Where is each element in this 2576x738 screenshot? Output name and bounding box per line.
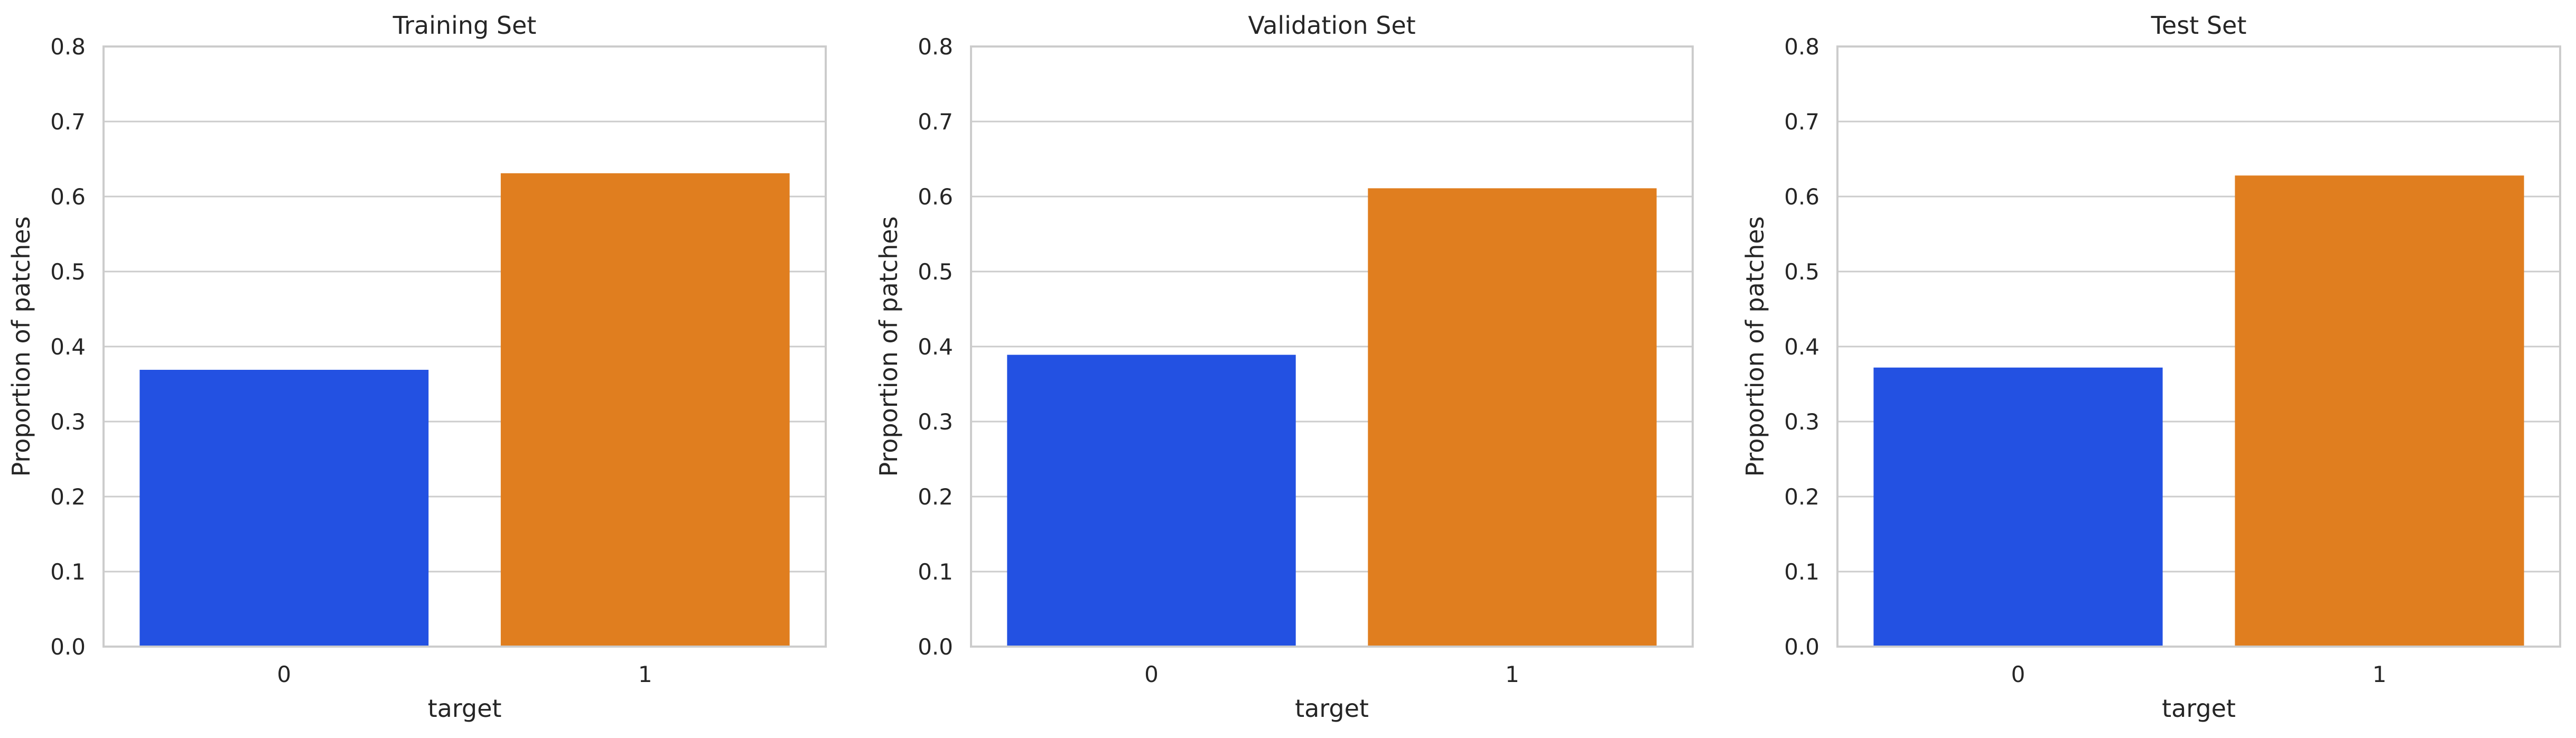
y-tick-label: 0.2 bbox=[50, 484, 86, 510]
y-tick-label: 0.1 bbox=[1784, 559, 1819, 585]
y-axis-label: Proportion of patches bbox=[7, 216, 35, 477]
axes-frame bbox=[102, 45, 827, 648]
y-axis-label: Proportion of patches bbox=[1741, 216, 1769, 477]
axes-frame bbox=[970, 45, 1694, 648]
y-tick-label: 0.8 bbox=[918, 34, 953, 60]
bar-1 bbox=[1368, 188, 1657, 647]
chart-title: Validation Set bbox=[1248, 11, 1415, 40]
y-tick-label: 0.2 bbox=[1784, 484, 1819, 510]
y-tick-label: 0.4 bbox=[918, 334, 953, 360]
x-tick-label: 1 bbox=[1505, 661, 1519, 687]
y-tick-label: 0.0 bbox=[50, 634, 86, 660]
bar-0 bbox=[1007, 354, 1296, 647]
chart-panel-1: 0.0 0.1 0.2 0.3 0.4 0.5 0.6 0.7 0.8 0 1 Validation … bbox=[874, 11, 1694, 723]
y-tick-label: 0.6 bbox=[50, 184, 86, 210]
y-tick-label: 0.7 bbox=[50, 109, 86, 135]
y-tick-label: 0.3 bbox=[50, 409, 86, 435]
y-tick-label: 0.6 bbox=[1784, 184, 1819, 210]
y-axis-label: Proportion of patches bbox=[874, 216, 903, 477]
y-tick-label: 0.7 bbox=[1784, 109, 1819, 135]
y-tick-label: 0.1 bbox=[50, 559, 86, 585]
bar-1 bbox=[500, 173, 790, 647]
y-tick-label: 0.5 bbox=[50, 259, 86, 285]
x-tick-label: 0 bbox=[2011, 661, 2026, 687]
bar-0 bbox=[139, 370, 429, 647]
y-tick-label: 0.6 bbox=[918, 184, 953, 210]
y-tick-label: 0.4 bbox=[1784, 334, 1819, 360]
x-axis-label: target bbox=[428, 694, 502, 723]
y-tick-label: 0.4 bbox=[50, 334, 86, 360]
axes-frame bbox=[1836, 45, 2561, 648]
x-tick-label: 0 bbox=[277, 661, 291, 687]
y-tick-label: 0.3 bbox=[918, 409, 953, 435]
x-tick-label: 1 bbox=[638, 661, 652, 687]
y-tick-label: 0.5 bbox=[918, 259, 953, 285]
bar-1 bbox=[2235, 175, 2524, 647]
y-tick-label: 0.0 bbox=[1784, 634, 1819, 660]
y-tick-label: 0.7 bbox=[918, 109, 953, 135]
bar-0 bbox=[1873, 367, 2163, 647]
y-tick-label: 0.0 bbox=[918, 634, 953, 660]
x-axis-label: target bbox=[1295, 694, 1369, 723]
chart-title: Training Set bbox=[393, 11, 537, 40]
chart-panel-0: 0.0 0.1 0.2 0.3 0.4 0.5 0.6 0.7 0.8 0 1 Training Se… bbox=[7, 11, 827, 723]
x-axis-label: target bbox=[2162, 694, 2236, 723]
y-tick-label: 0.8 bbox=[1784, 34, 1819, 60]
y-tick-label: 0.3 bbox=[1784, 409, 1819, 435]
y-tick-label: 0.2 bbox=[918, 484, 953, 510]
y-tick-label: 0.5 bbox=[1784, 259, 1819, 285]
x-tick-label: 1 bbox=[2373, 661, 2387, 687]
x-tick-label: 0 bbox=[1144, 661, 1159, 687]
chart-title: Test Set bbox=[2151, 11, 2247, 40]
y-tick-label: 0.8 bbox=[50, 34, 86, 60]
y-tick-label: 0.1 bbox=[918, 559, 953, 585]
chart-panel-2: 0.0 0.1 0.2 0.3 0.4 0.5 0.6 0.7 0.8 0 1 Test Set tar… bbox=[1741, 11, 2561, 723]
